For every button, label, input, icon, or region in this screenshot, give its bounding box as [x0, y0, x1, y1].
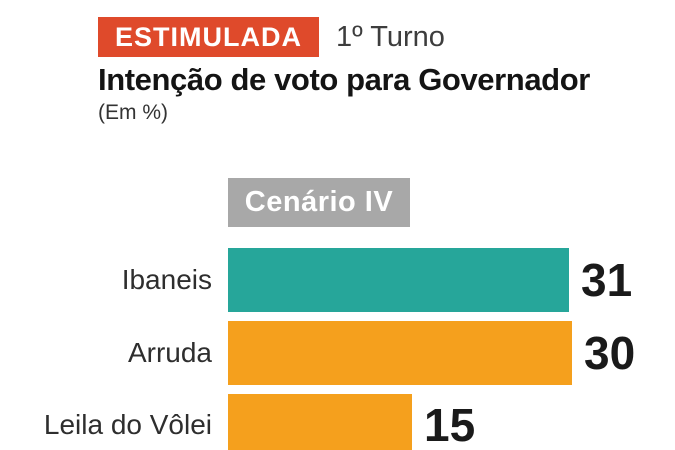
chart-row: Ibaneis 31 — [0, 248, 632, 312]
value-label: 15 — [424, 399, 476, 450]
estimulada-badge: ESTIMULADA — [98, 17, 319, 57]
header-badge-row: ESTIMULADA 1º Turno — [98, 17, 590, 57]
category-label: Leila do Vôlei — [43, 409, 212, 440]
bar — [228, 321, 572, 385]
round-label: 1º Turno — [336, 20, 445, 53]
bar — [228, 248, 569, 312]
category-label: Arruda — [127, 337, 212, 368]
value-label: 31 — [581, 254, 633, 306]
chart-row: Arruda 30 — [0, 321, 635, 385]
value-label: 30 — [584, 327, 636, 379]
scenario-badge: Cenário IV — [228, 178, 410, 227]
category-label: Ibaneis — [121, 264, 212, 295]
chart-title: Intenção de voto para Governador — [98, 62, 590, 97]
bar — [228, 394, 412, 450]
unit-label: (Em %) — [98, 101, 168, 124]
chart-row: Leila do Vôlei 15 — [0, 394, 475, 450]
header: ESTIMULADA 1º Turno Intenção de voto par… — [98, 17, 590, 125]
